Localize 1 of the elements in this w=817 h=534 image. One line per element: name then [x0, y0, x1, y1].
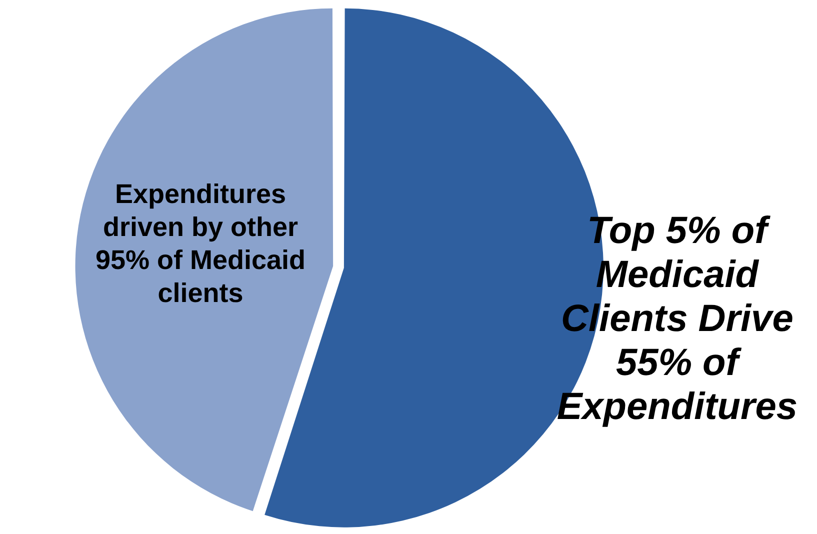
slice-label: Expenditures driven by other 95% of Medicaid clients: [95, 179, 306, 308]
